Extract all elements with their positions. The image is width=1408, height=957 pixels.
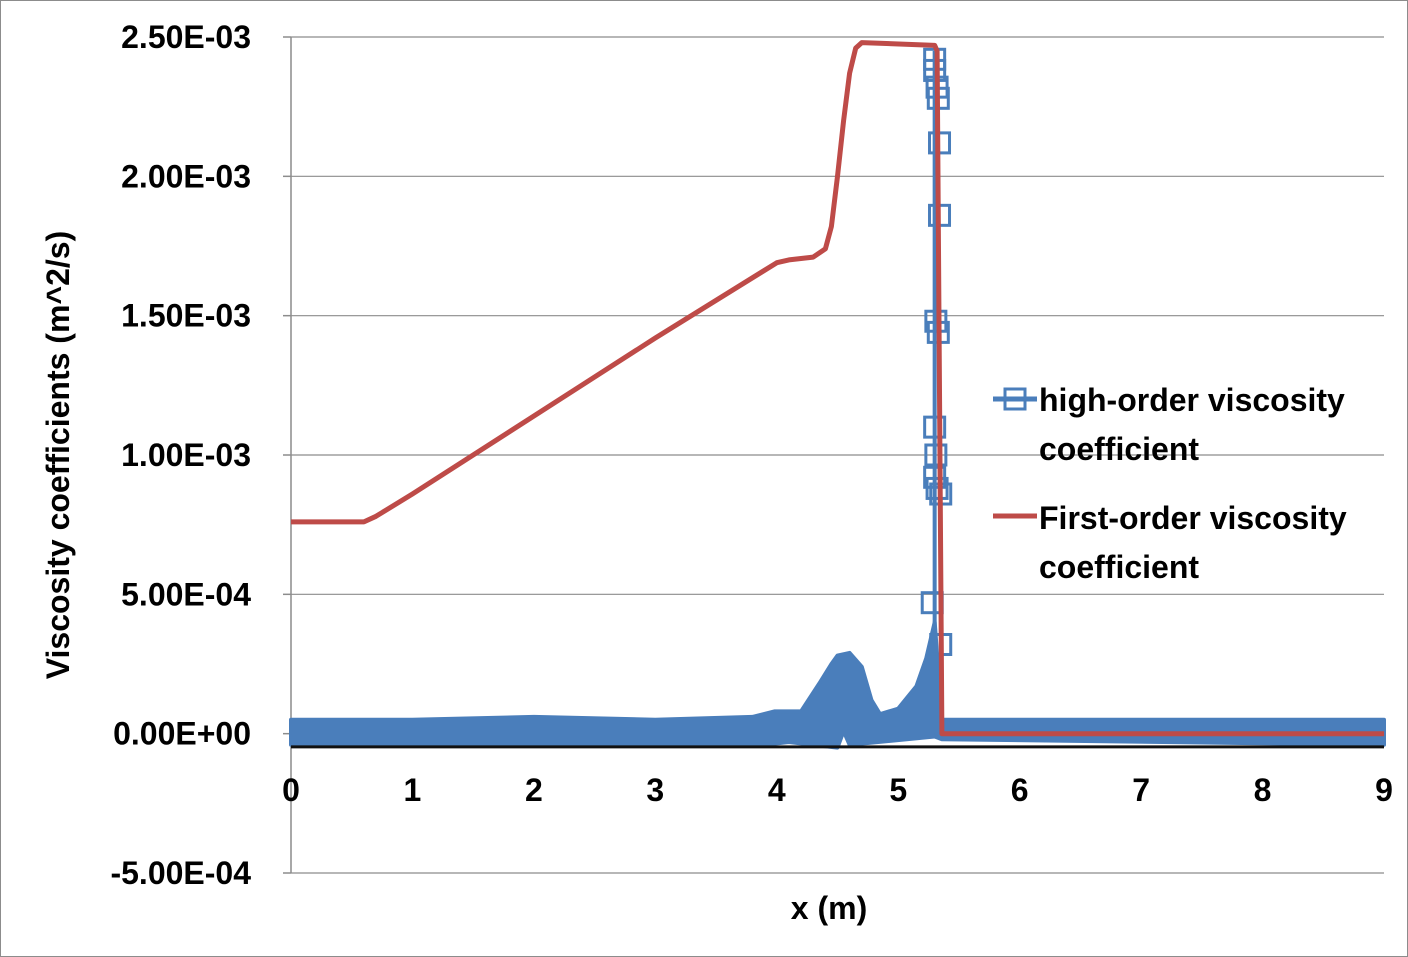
legend-high-order-label: high-order viscosity coefficient — [1039, 382, 1345, 467]
x-tick-label: 2 — [525, 772, 543, 808]
legend-label-line: high-order viscosity — [1039, 382, 1345, 418]
series — [289, 40, 1386, 750]
legend-label-line: coefficient — [1039, 431, 1199, 467]
x-tick-label: 3 — [646, 772, 664, 808]
high-order-marker — [923, 415, 947, 439]
y-tick-label: 2.50E-03 — [121, 19, 251, 55]
legend-first-order-label: First-order viscosity coefficient — [1039, 500, 1347, 585]
x-tick-label: 8 — [1254, 772, 1272, 808]
x-tick-label: 9 — [1375, 772, 1393, 808]
x-axis-title: x (m) — [791, 890, 867, 926]
tick-labels: -5.00E-04 0.00E+00 5.00E-04 1.00E-03 1.50E-0… — [110, 19, 1392, 891]
x-tick-label: 5 — [889, 772, 907, 808]
y-axis-title: Viscosity coefficients (m^2/s) — [40, 231, 76, 679]
y-tick-label: 1.00E-03 — [121, 437, 251, 473]
y-tick-label: 2.00E-03 — [121, 158, 251, 194]
legend-high-order-swatch-marker — [1003, 387, 1027, 411]
y-tick-label: -5.00E-04 — [110, 855, 251, 891]
axis-titles: x (m) Viscosity coefficients (m^2/s) — [40, 231, 867, 926]
legend-label-line: First-order viscosity — [1039, 500, 1347, 536]
y-tick-label: 1.50E-03 — [121, 298, 251, 334]
x-tick-label: 7 — [1132, 772, 1150, 808]
high-order-marker — [924, 443, 948, 467]
x-tick-label: 1 — [404, 772, 422, 808]
high-order-series-band — [289, 620, 1386, 750]
high-order-marker — [923, 58, 947, 82]
y-tick-label: 0.00E+00 — [113, 716, 251, 752]
x-tick-label: 0 — [282, 772, 300, 808]
high-order-marker — [925, 476, 949, 500]
legend-label-line: coefficient — [1039, 549, 1199, 585]
x-tick-label: 6 — [1011, 772, 1029, 808]
legend: high-order viscosity coefficientFirst-ord… — [993, 382, 1347, 585]
x-tick-label: 4 — [768, 772, 786, 808]
first-order-series-line — [291, 40, 1384, 737]
y-tick-label: 5.00E-04 — [121, 576, 251, 612]
